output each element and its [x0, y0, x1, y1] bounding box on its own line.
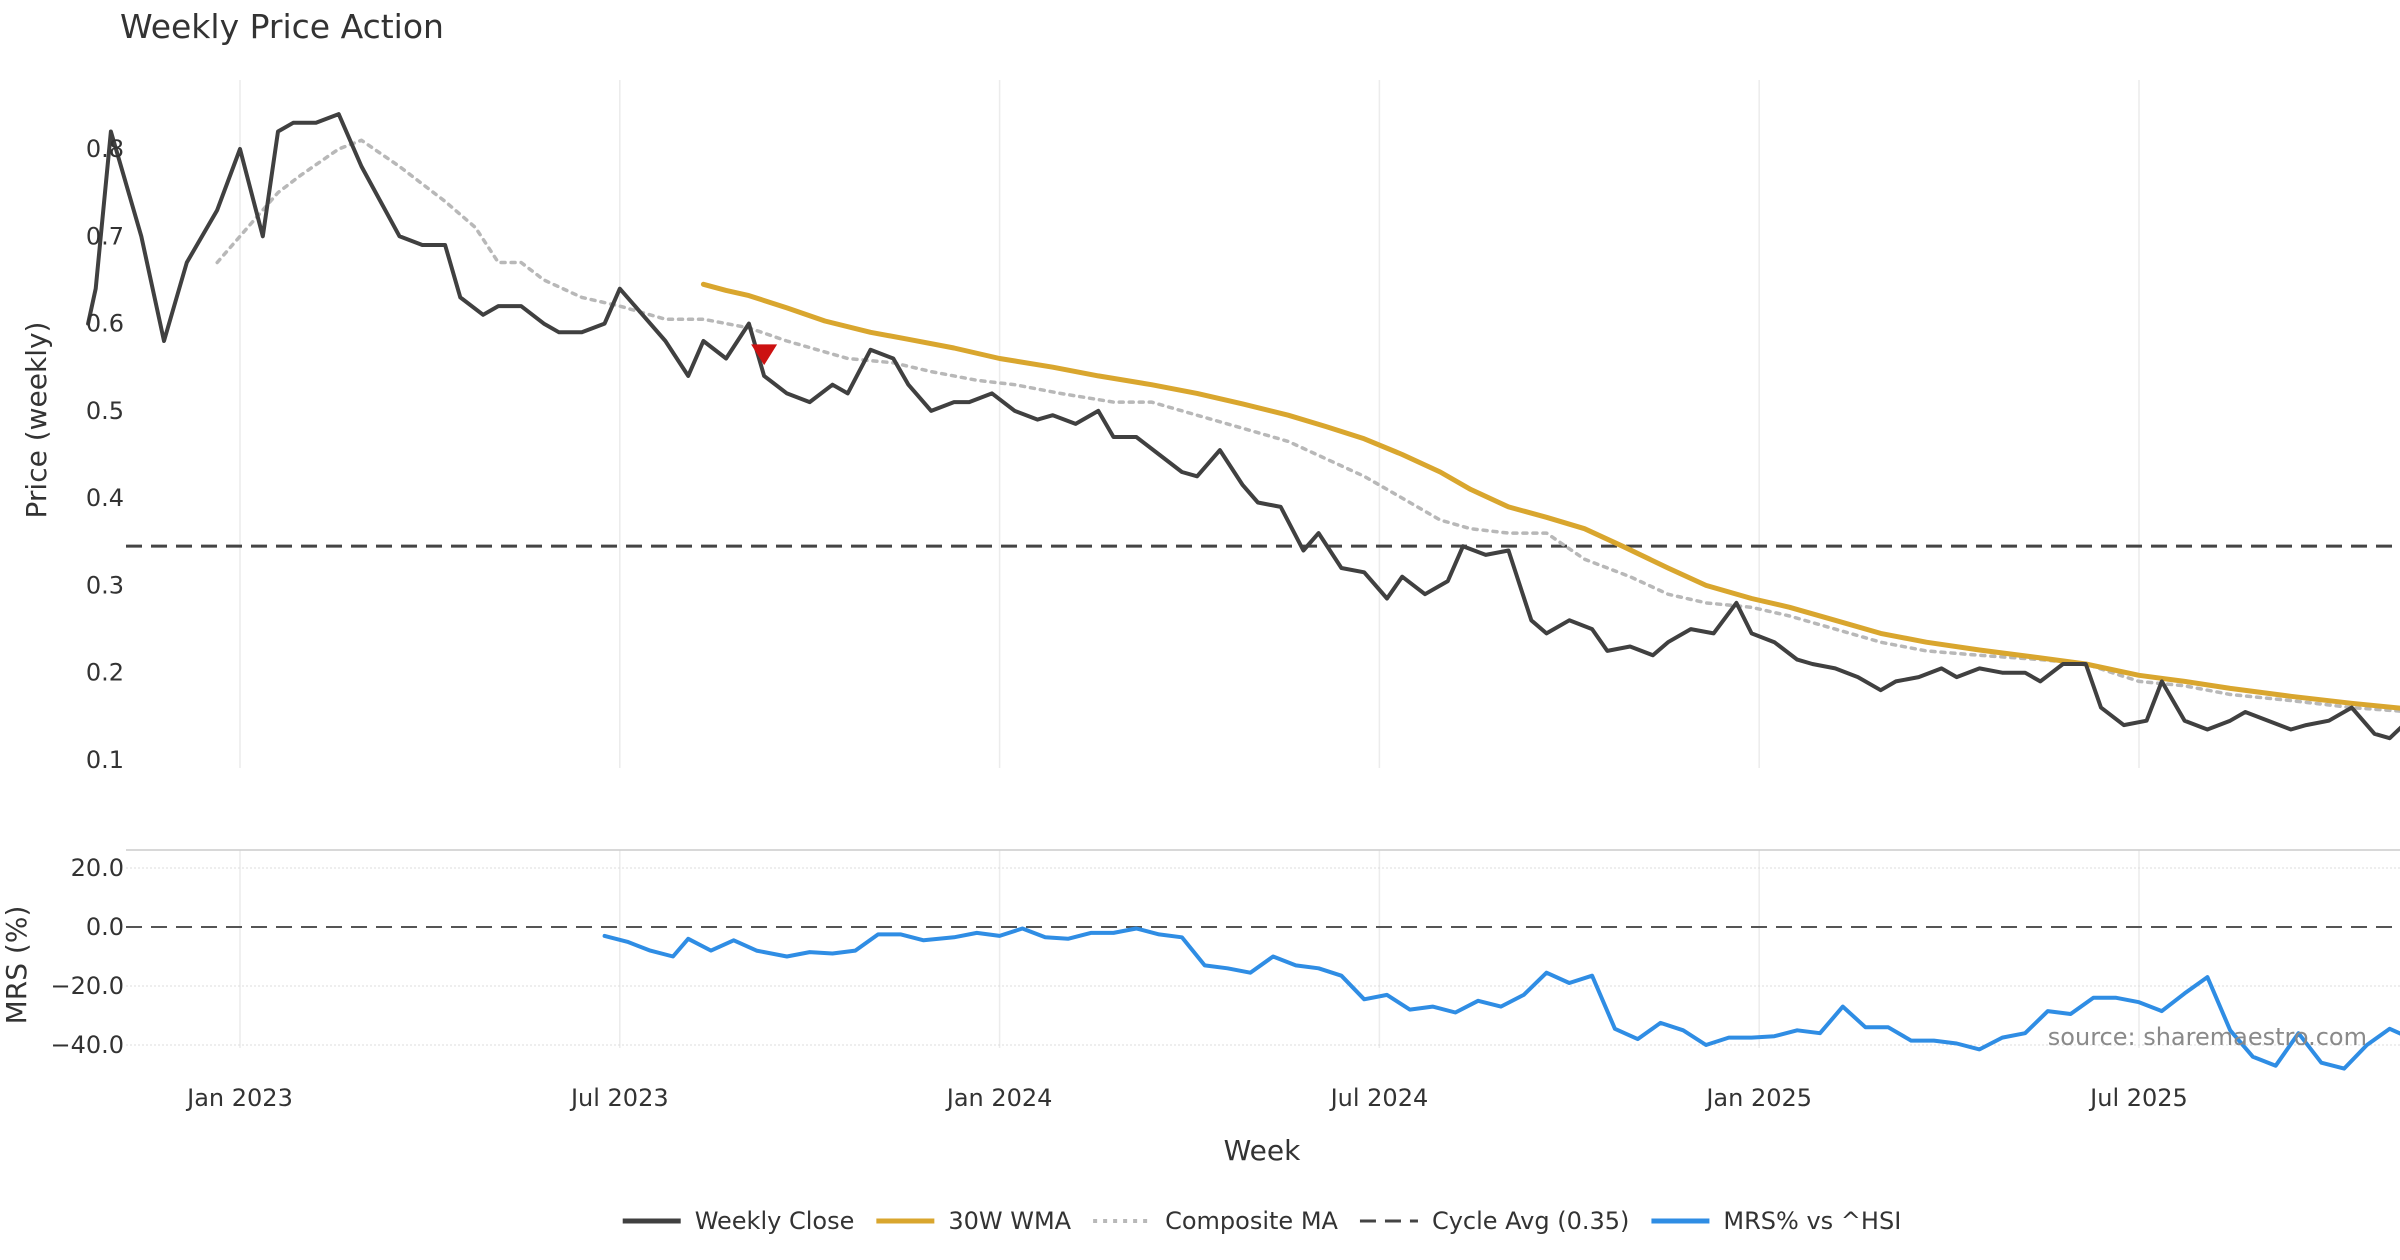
x-tick-label: Jul 2024: [1329, 1084, 1429, 1112]
sell-signal-marker: [751, 344, 778, 366]
y-tick-labels: 0.1 0.2 0.3 0.4 0.5 0.6 0.7 0.8 20.0 0.0 −20.0 −40.…: [50, 135, 124, 1059]
x-tick-label: Jan 2024: [945, 1084, 1053, 1112]
signal-markers: [751, 344, 778, 366]
price-y-tick-label: 0.8: [86, 135, 124, 163]
price-y-tick-label: 0.4: [86, 484, 124, 512]
source-credit: source: sharemaestro.com: [2048, 1023, 2367, 1051]
price-y-tick-label: 0.5: [86, 397, 124, 425]
price-y-tick-label: 0.6: [86, 310, 124, 338]
price-panel-grid: [239, 80, 2140, 768]
price-y-tick-label: 0.3: [86, 571, 124, 599]
mrs-y-axis-label: MRS (%): [0, 906, 33, 1025]
mrs-y-tick-label: −40.0: [50, 1031, 124, 1059]
weekly-close-line: [86, 112, 2400, 741]
price-y-tick-label: 0.2: [86, 659, 124, 687]
x-tick-labels: Jan 2023 Jul 2023 Jan 2024 Jul 2024 Jan 2025…: [185, 1084, 2188, 1112]
chart-title: Weekly Price Action: [120, 7, 444, 46]
price-y-tick-label: 0.7: [86, 222, 124, 250]
wma-30w-line: [700, 281, 2400, 711]
x-tick-label: Jan 2025: [1704, 1084, 1812, 1112]
mrs-y-tick-label: 20.0: [71, 854, 124, 882]
legend: Weekly Close 30W WMA Composite MA Cycle Avg…: [622, 1207, 1901, 1235]
mrs-panel-series: [126, 926, 2400, 1071]
legend-label: Weekly Close: [695, 1207, 855, 1235]
x-tick-label: Jul 2023: [569, 1084, 669, 1112]
composite-ma-line: [215, 138, 2400, 713]
x-tick-label: Jan 2023: [185, 1084, 293, 1112]
price-y-tick-label: 0.1: [86, 746, 124, 774]
legend-label: Cycle Avg (0.35): [1432, 1207, 1629, 1235]
x-tick-label: Jul 2025: [2088, 1084, 2188, 1112]
legend-label: MRS% vs ^HSI: [1723, 1207, 1901, 1235]
mrs-panel-grid: [126, 849, 2400, 1048]
price-y-axis-label: Price (weekly): [20, 322, 53, 519]
mrs-y-tick-label: −20.0: [50, 972, 124, 1000]
legend-label: 30W WMA: [948, 1207, 1071, 1235]
mrs-y-tick-label: 0.0: [86, 913, 124, 941]
legend-label: Composite MA: [1165, 1207, 1338, 1235]
mrs-line: [602, 926, 2400, 1071]
x-axis-label: Week: [1224, 1134, 1301, 1167]
price-panel-series: [86, 112, 2400, 741]
